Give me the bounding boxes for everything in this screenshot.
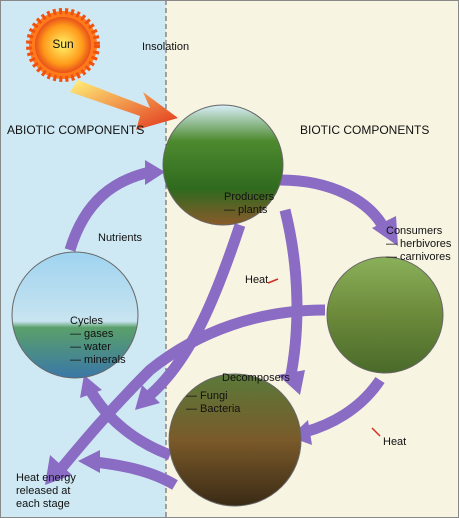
- heat-label: Heat: [383, 436, 406, 448]
- biotic-title: BIOTIC COMPONENTS: [300, 123, 429, 137]
- node-item: — minerals: [70, 354, 126, 366]
- node-item: — water: [70, 341, 111, 353]
- node-item: — carnivores: [386, 251, 451, 263]
- node-label: Producers: [224, 191, 275, 203]
- consumers-image: [327, 257, 443, 373]
- nutrients-label: Nutrients: [98, 232, 143, 244]
- heat-energy-label: each stage: [16, 498, 70, 510]
- node-item: — Fungi: [186, 390, 228, 402]
- node-item: — herbivores: [386, 238, 452, 250]
- heat-label: Heat: [245, 274, 268, 286]
- abiotic-title: ABIOTIC COMPONENTS: [7, 123, 144, 137]
- node-item: — Bacteria: [186, 403, 241, 415]
- insolation-label: Insolation: [142, 41, 189, 53]
- node-item: — plants: [224, 204, 268, 216]
- node-item: — gases: [70, 328, 114, 340]
- node-label: Cycles: [70, 315, 104, 327]
- page: Sun Insolation ABIOTIC COMPONENTS BIOTIC…: [0, 0, 459, 518]
- sun-label: Sun: [52, 37, 73, 51]
- heat-energy-label: released at: [16, 485, 70, 497]
- node-label: Consumers: [386, 225, 443, 237]
- diagram: Sun Insolation ABIOTIC COMPONENTS BIOTIC…: [0, 0, 459, 518]
- heat-energy-label: Heat energy: [16, 472, 76, 484]
- node-label: Decomposers: [222, 372, 290, 384]
